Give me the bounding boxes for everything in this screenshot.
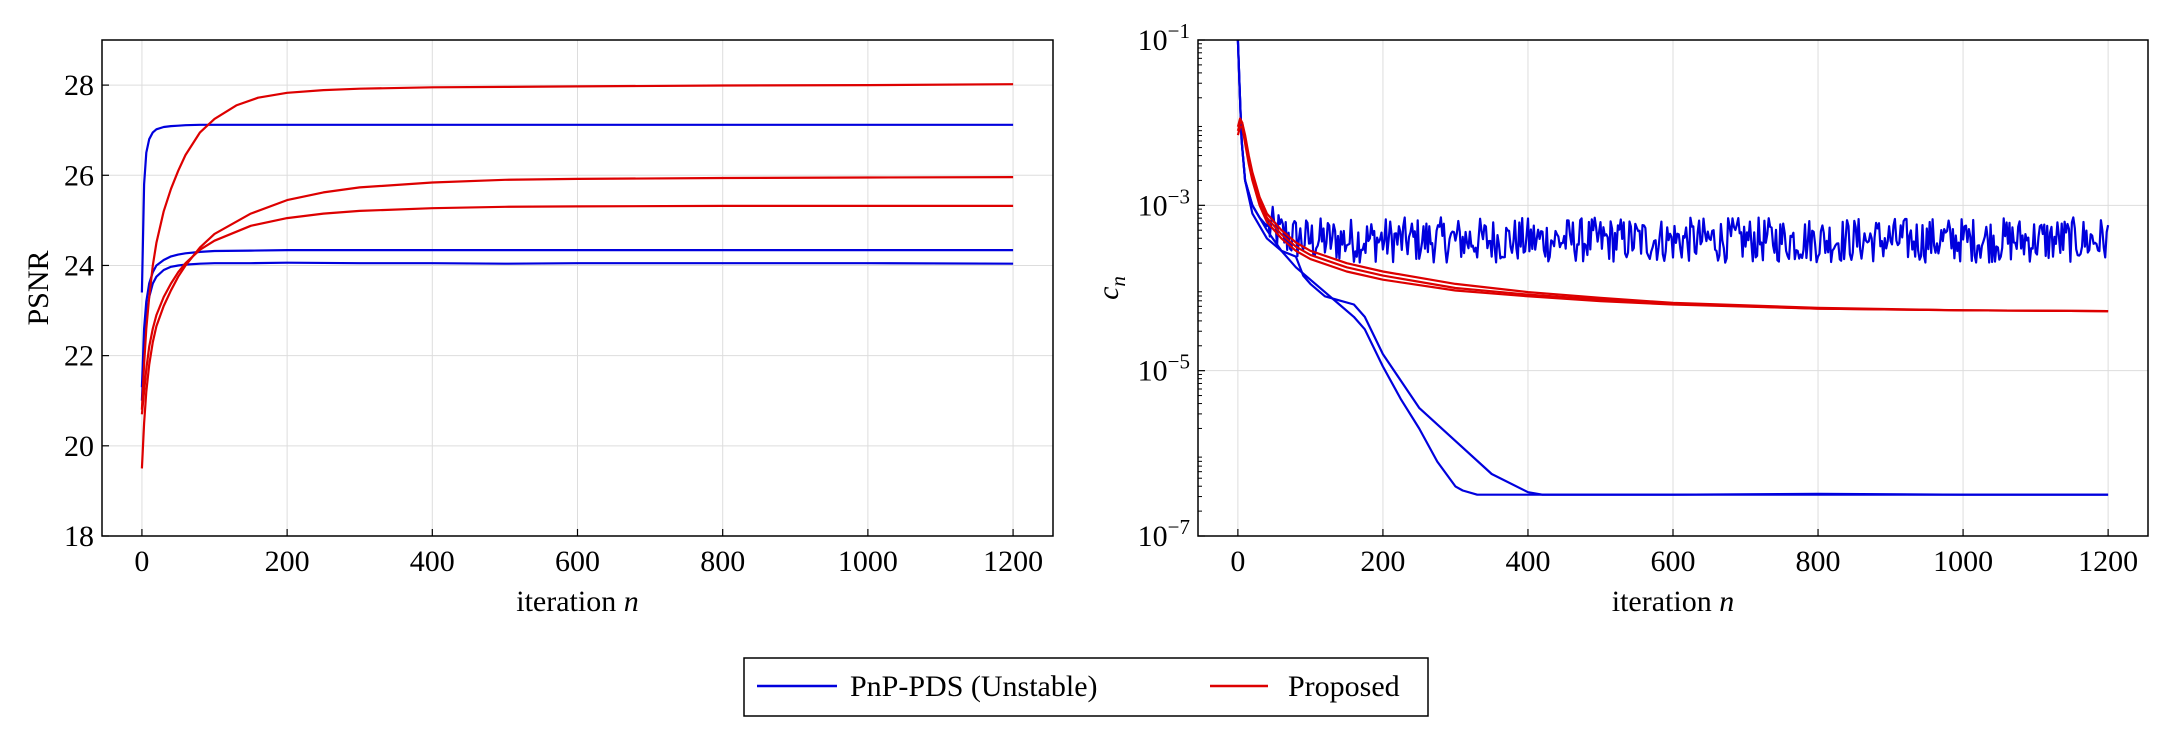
y-tick-label: 22 bbox=[64, 340, 94, 373]
series-line-unstable bbox=[140, 249, 1014, 388]
y-tick-label: 24 bbox=[64, 249, 94, 282]
legend-box bbox=[743, 657, 1429, 717]
x-tick-label: 1200 bbox=[983, 545, 1043, 578]
y-tick-label: 18 bbox=[64, 520, 94, 553]
y-tick-label: 10−5 bbox=[1138, 350, 1190, 388]
y-axis-label: PSNR bbox=[22, 250, 55, 325]
ticks: 0 200 400 600 800 1000 1200 18 20 22 24 26 28 bbox=[64, 69, 1043, 578]
y-tick-label: 10−1 bbox=[1138, 19, 1190, 57]
series-line-unstable bbox=[140, 123, 1014, 293]
x-tick-label: 800 bbox=[700, 545, 745, 578]
ticks: 0 200 400 600 800 1000 1200 10−7 10−5 10−3 10−1 bbox=[1138, 19, 2138, 578]
x-tick-label: 600 bbox=[1651, 545, 1696, 578]
y-tick-label: 20 bbox=[64, 430, 94, 463]
series-line-unstable bbox=[1236, 40, 2109, 496]
legend: PnP-PDS (Unstable) Proposed bbox=[743, 657, 1429, 717]
x-tick-label: 0 bbox=[1230, 545, 1245, 578]
cn-chart: 0 200 400 600 800 1000 1200 10−7 10−5 10−3 10−1 ite… bbox=[1092, 19, 2149, 618]
legend-label-unstable: PnP-PDS (Unstable) bbox=[850, 670, 1098, 703]
series-line-proposed bbox=[140, 204, 1014, 415]
series-group bbox=[1236, 40, 2110, 496]
x-tick-label: 600 bbox=[555, 545, 600, 578]
legend-label-proposed: Proposed bbox=[1288, 670, 1400, 703]
x-tick-label: 200 bbox=[1360, 545, 1405, 578]
series-line-unstable bbox=[1236, 40, 2110, 264]
x-axis-label: iteration n bbox=[1612, 585, 1734, 618]
x-tick-label: 1000 bbox=[838, 545, 898, 578]
psnr-chart: 0 200 400 600 800 1000 1200 18 20 22 24 26 28 iterati… bbox=[22, 39, 1054, 618]
grid bbox=[102, 40, 1053, 537]
x-tick-label: 1000 bbox=[1933, 545, 1993, 578]
x-axis-label: iteration n bbox=[516, 585, 638, 618]
series-line-proposed bbox=[140, 176, 1014, 469]
y-tick-label: 10−3 bbox=[1138, 184, 1190, 222]
y-tick-label: 10−7 bbox=[1138, 515, 1190, 553]
x-tick-label: 400 bbox=[410, 545, 455, 578]
y-tick-label: 26 bbox=[64, 159, 94, 192]
x-tick-label: 0 bbox=[134, 545, 149, 578]
grid bbox=[1198, 39, 2148, 537]
y-tick-label: 28 bbox=[64, 69, 94, 102]
y-axis-label: cn bbox=[1092, 276, 1130, 300]
x-tick-label: 1200 bbox=[2078, 545, 2138, 578]
x-tick-label: 200 bbox=[265, 545, 310, 578]
series-line-proposed bbox=[1236, 125, 2109, 313]
x-tick-label: 400 bbox=[1505, 545, 1550, 578]
x-tick-label: 800 bbox=[1796, 545, 1841, 578]
series-group bbox=[140, 83, 1014, 469]
series-line-proposed bbox=[140, 83, 1014, 410]
